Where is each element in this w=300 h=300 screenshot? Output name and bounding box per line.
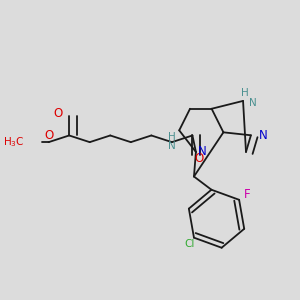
Text: H: H [168,132,176,142]
Text: O: O [195,152,204,165]
Text: F: F [244,188,250,201]
Text: O: O [44,129,53,142]
Text: N: N [259,129,268,142]
Text: H: H [241,88,249,98]
Text: O: O [53,106,62,120]
Text: N: N [249,98,257,108]
Text: Cl: Cl [184,238,194,249]
Text: N: N [197,146,206,158]
Text: $\mathregular{H_3C}$: $\mathregular{H_3C}$ [4,135,25,149]
Text: N: N [168,141,176,151]
